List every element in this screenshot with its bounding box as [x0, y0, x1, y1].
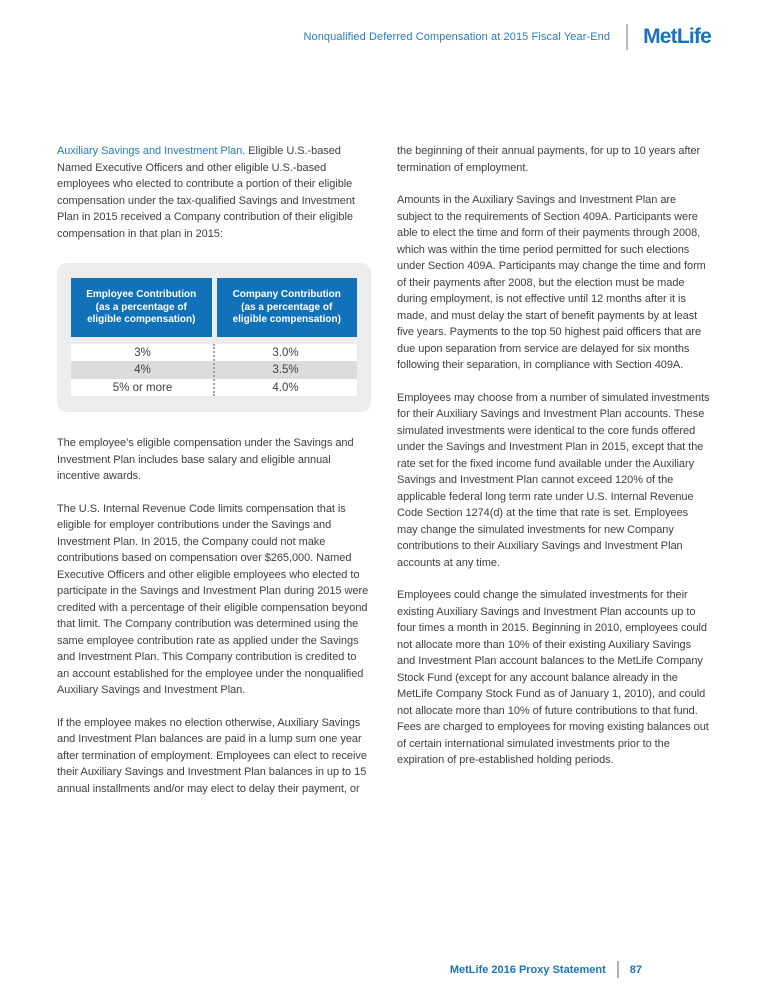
- company-contribution-value: 4.0%: [214, 378, 357, 396]
- left-column: Auxiliary Savings and Investment Plan. E…: [57, 143, 371, 813]
- page-footer: MetLife 2016 Proxy Statement 87: [450, 961, 642, 978]
- contribution-table-headers: Employee Contribution (as a percentage o…: [71, 278, 357, 337]
- employee-contribution-header-sub: (as a percentage of eligible compensatio…: [87, 301, 196, 326]
- employee-contribution-value: 4%: [71, 361, 214, 379]
- employee-contribution-value: 5% or more: [71, 378, 214, 396]
- paragraph-simulated-investments: Employees may choose from a number of si…: [397, 391, 710, 569]
- paragraph-lead-heading: Auxiliary Savings and Investment Plan.: [57, 145, 246, 157]
- paragraph-investment-changes: Employees could change the simulated inv…: [397, 589, 709, 766]
- table-column-divider: [213, 343, 215, 396]
- paragraph-irc-limits: The U.S. Internal Revenue Code limits co…: [57, 502, 369, 697]
- company-contribution-value: 3.5%: [214, 361, 357, 379]
- table-row: 3% 3.0%: [71, 343, 357, 361]
- employee-contribution-header: Employee Contribution (as a percentage o…: [71, 278, 212, 337]
- company-contribution-header-sub: (as a percentage of eligible compensatio…: [232, 301, 341, 326]
- right-column: the beginning of their annual payments, …: [397, 143, 711, 813]
- running-head-title: Nonqualified Deferred Compensation at 20…: [303, 31, 611, 43]
- page-number: 87: [629, 963, 642, 976]
- paragraph-auxiliary-plan-intro: Auxiliary Savings and Investment Plan. E…: [57, 143, 371, 242]
- header-divider: [626, 24, 629, 50]
- page-header: Nonqualified Deferred Compensation at 20…: [0, 24, 712, 50]
- employee-contribution-header-title: Employee Contribution: [86, 289, 197, 300]
- paragraph-text: Eligible U.S.-based Named Executive Offi…: [57, 145, 355, 240]
- content-columns: Auxiliary Savings and Investment Plan. E…: [57, 143, 711, 813]
- paragraph-annual-payments: the beginning of their annual payments, …: [397, 145, 701, 174]
- contribution-table-rows: 3% 3.0% 4% 3.5% 5% or more 4.0%: [71, 343, 357, 396]
- employee-contribution-value: 3%: [71, 343, 214, 361]
- company-contribution-value: 3.0%: [214, 343, 357, 361]
- table-row: 4% 3.5%: [71, 361, 357, 379]
- paragraph-no-election: If the employee makes no election otherw…: [57, 716, 367, 795]
- footer-document-title: MetLife 2016 Proxy Statement: [449, 963, 606, 976]
- table-row: 5% or more 4.0%: [71, 378, 357, 396]
- company-contribution-header-title: Company Contribution: [232, 289, 341, 300]
- metlife-logo: MetLife: [643, 25, 712, 48]
- paragraph-section-409a: Amounts in the Auxiliary Savings and Inv…: [397, 194, 706, 371]
- paragraph-eligible-compensation: The employee’s eligible compensation und…: [57, 437, 354, 482]
- company-contribution-header: Company Contribution (as a percentage of…: [216, 278, 357, 337]
- footer-divider: [616, 961, 619, 978]
- contribution-table: Employee Contribution (as a percentage o…: [57, 263, 371, 412]
